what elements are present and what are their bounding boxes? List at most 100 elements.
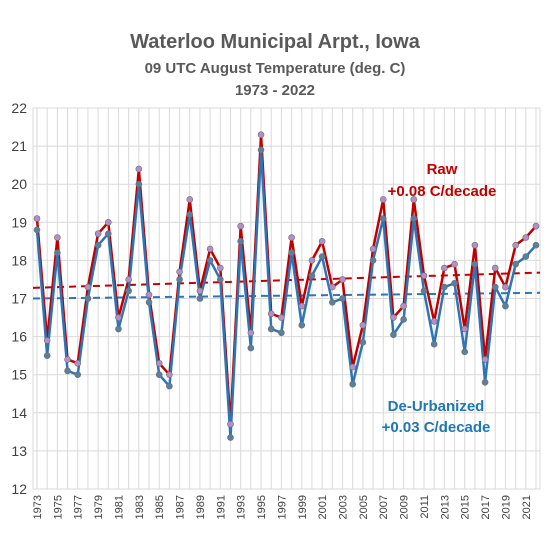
data-point-de-urbanized (461, 348, 469, 356)
data-point-raw (461, 325, 469, 333)
data-point-de-urbanized (155, 371, 163, 379)
data-point-de-urbanized (186, 211, 194, 218)
x-tick-label: 1997 (276, 495, 288, 519)
data-point-de-urbanized (267, 325, 275, 333)
data-point-de-urbanized (441, 283, 448, 291)
data-point-de-urbanized (390, 331, 397, 338)
data-point-raw (329, 283, 336, 291)
x-tick-label: 1991 (215, 495, 227, 519)
y-tick-label: 13 (11, 443, 27, 459)
data-point-de-urbanized (33, 226, 41, 234)
data-point-de-urbanized (369, 257, 377, 264)
data-point-de-urbanized (135, 180, 143, 188)
data-point-raw (441, 264, 448, 272)
data-point-raw (186, 196, 194, 203)
data-point-raw (94, 230, 102, 238)
data-point-de-urbanized (176, 276, 183, 283)
x-tick-label: 1989 (195, 495, 207, 519)
data-point-raw (410, 196, 418, 203)
x-tick-label: 2021 (521, 495, 533, 519)
x-tick-label: 2013 (439, 495, 451, 519)
data-point-raw (84, 283, 92, 291)
data-point-de-urbanized (125, 287, 132, 295)
data-point-raw (237, 222, 244, 230)
y-tick-label: 19 (11, 214, 27, 230)
annotation-raw-trend: +0.08 C/decade (388, 183, 497, 200)
data-point-raw (512, 241, 519, 249)
data-point-raw (135, 165, 143, 173)
x-tick-label: 2015 (460, 495, 472, 519)
x-tick-label: 2011 (419, 495, 431, 519)
data-point-raw (145, 291, 153, 298)
y-tick-label: 21 (11, 138, 27, 154)
data-point-raw (64, 356, 71, 363)
data-point-de-urbanized (451, 279, 458, 287)
x-tick-label: 1973 (32, 495, 44, 519)
data-point-de-urbanized (471, 260, 479, 268)
data-point-raw (430, 318, 438, 325)
x-tick-label: 2003 (338, 495, 350, 519)
data-point-de-urbanized (410, 215, 418, 222)
y-tick-label: 20 (11, 176, 27, 192)
data-point-de-urbanized (166, 382, 173, 390)
data-point-raw (481, 356, 489, 363)
x-tick-label: 1977 (73, 495, 85, 519)
data-point-de-urbanized (308, 272, 316, 279)
data-point-raw (471, 241, 479, 249)
x-tick-label: 2005 (358, 495, 370, 519)
data-point-raw (54, 234, 61, 241)
chart-period: 1973 - 2022 (235, 82, 315, 99)
series-markers (33, 131, 540, 441)
data-point-de-urbanized (481, 379, 489, 386)
data-point-de-urbanized (217, 276, 224, 283)
data-point-raw (308, 257, 316, 264)
y-axis-ticks: 12 13 14 15 16 17 18 19 20 21 22 (11, 100, 27, 497)
data-point-de-urbanized (420, 287, 428, 295)
data-point-de-urbanized (74, 371, 82, 379)
data-point-raw (257, 131, 265, 138)
data-point-de-urbanized (64, 367, 71, 375)
chart-subtitle: 09 UTC August Temperature (deg. C) (145, 60, 406, 77)
data-point-raw (390, 314, 397, 321)
data-point-raw (369, 245, 377, 253)
data-point-de-urbanized (532, 241, 540, 249)
y-tick-label: 14 (11, 405, 27, 421)
data-point-raw (196, 287, 204, 295)
y-tick-label: 22 (11, 100, 27, 116)
data-point-de-urbanized (522, 253, 530, 260)
data-point-de-urbanized (247, 344, 255, 352)
annotation-deurbanized-label: De-Urbanized (388, 398, 485, 415)
x-tick-label: 1995 (256, 495, 268, 519)
data-point-de-urbanized (339, 295, 346, 302)
data-point-raw (206, 245, 214, 253)
data-point-raw (522, 234, 530, 241)
data-point-raw (491, 264, 499, 272)
data-point-raw (278, 314, 285, 321)
y-tick-label: 17 (11, 291, 27, 307)
data-point-de-urbanized (94, 241, 102, 249)
data-point-raw (166, 371, 173, 379)
x-axis-ticks: 1973 1975 1977 1979 1981 1983 1985 1987 1989 1991… (32, 495, 533, 519)
x-tick-label: 2019 (500, 495, 512, 519)
data-point-de-urbanized (430, 340, 438, 348)
data-point-raw (400, 302, 407, 310)
data-point-raw (298, 302, 306, 310)
data-point-raw (217, 264, 224, 272)
data-point-raw (502, 283, 509, 291)
data-point-de-urbanized (278, 329, 285, 337)
data-point-de-urbanized (298, 321, 306, 329)
data-point-de-urbanized (237, 238, 244, 245)
x-tick-label: 2001 (317, 495, 329, 519)
x-tick-label: 1999 (297, 495, 309, 519)
data-point-de-urbanized (257, 146, 265, 154)
data-point-de-urbanized (196, 295, 204, 302)
data-point-raw (339, 276, 346, 283)
data-point-raw (43, 337, 51, 344)
data-point-raw (247, 329, 255, 337)
data-point-raw (176, 268, 183, 276)
data-point-raw (420, 272, 428, 279)
data-point-de-urbanized (115, 325, 122, 333)
x-tick-label: 1985 (154, 495, 166, 519)
data-point-de-urbanized (379, 215, 387, 222)
